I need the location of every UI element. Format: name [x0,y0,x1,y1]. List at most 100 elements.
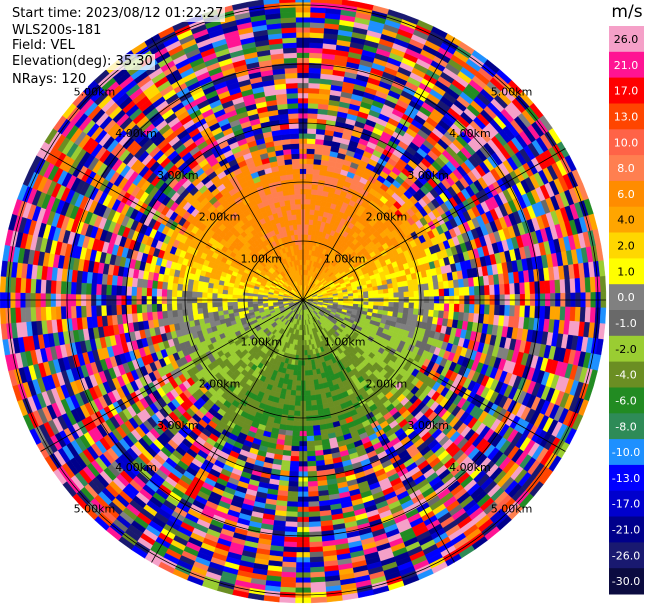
velocity-gate [293,410,301,417]
velocity-gate [372,289,379,295]
velocity-gate [288,480,299,488]
velocity-gate [311,404,318,412]
velocity-gate [287,486,299,493]
velocity-gate [428,303,435,311]
velocity-gate [499,283,506,296]
velocity-gate [432,281,440,290]
velocity-gate [288,470,299,477]
velocity-gate [307,128,317,135]
velocity-gate [309,37,324,44]
velocity-gate [307,107,319,114]
velocity-gate [308,67,322,74]
velocity-gate [408,302,415,309]
velocity-gate [468,304,475,314]
velocity-gate [309,52,323,59]
velocity-gate [308,516,321,523]
velocity-gate [294,395,301,402]
velocity-gate [422,283,430,291]
velocity-gate [308,87,320,94]
velocity-gate [403,302,410,309]
velocity-gate [292,425,300,432]
velocity-gate [296,375,302,382]
velocity-gate [312,168,321,176]
velocity-gate [388,292,395,299]
velocity-gate [378,293,385,299]
velocity-gate [306,153,315,160]
velocity-gate [304,370,310,376]
velocity-gate [311,414,320,422]
velocity-gate [308,531,322,538]
velocity-gate [569,306,576,322]
velocity-gate [423,302,430,311]
velocity-gate [433,303,440,311]
velocity-gate [308,374,314,381]
velocity-gate [311,178,320,186]
velocity-gate [499,304,506,317]
velocity-gate [428,289,435,297]
velocity-gate [559,306,566,321]
velocity-gate [304,385,311,392]
velocity-gate [306,168,314,175]
velocity-gate [468,286,475,296]
velocity-gate [310,0,327,4]
velocity-gate [584,277,592,293]
velocity-gate [305,193,312,200]
velocity-gate [305,183,313,190]
velocity-gate [290,455,300,462]
velocity-gate [368,294,374,299]
velocity-gate [308,521,322,528]
velocity-gate [358,294,364,299]
velocity-gate [417,308,425,317]
velocity-gate [423,289,430,298]
velocity-gate [283,541,297,548]
velocity-gate [310,394,317,401]
velocity-gate [483,285,491,296]
velocity-gate [494,304,501,316]
velocity-gate [438,303,445,312]
velocity-gate [417,283,425,292]
velocity-gate [305,188,312,195]
velocity-gate [494,284,501,296]
velocity-gate [307,470,318,477]
velocity-gate [309,204,316,211]
velocity-gate [306,158,315,165]
velocity-gate [304,350,308,356]
velocity-gate [306,435,315,442]
velocity-gate [310,11,326,19]
velocity-gate [367,290,374,296]
velocity-gate [402,285,409,293]
velocity-gate [307,480,318,488]
velocity-gate [332,296,339,300]
velocity-gate [306,450,316,457]
velocity-gate [343,296,349,300]
velocity-gate [309,546,324,553]
velocity-gate [282,546,297,553]
velocity-gate [504,305,511,317]
velocity-gate [402,280,409,288]
velocity-gate [309,551,324,558]
velocity-gate [514,305,521,318]
velocity-gate [308,506,320,513]
velocity-gate [304,224,310,230]
velocity-gate [289,465,299,472]
velocity-gate [286,496,299,503]
velocity-gate [306,455,316,462]
velocity-gate [308,57,323,64]
velocity-gate [305,203,311,210]
velocity-gate [433,289,440,297]
velocity-gate [294,405,301,412]
velocity-gate [286,414,295,422]
velocity-gate [509,283,516,295]
velocity-gate [303,329,307,336]
velocity-gate [309,556,324,563]
velocity-gate [305,178,313,185]
velocity-gate [534,305,541,319]
velocity-gate [292,430,300,437]
velocity-gate [309,27,325,34]
velocity-gate [310,399,318,406]
velocity-gate [305,395,312,402]
velocity-gate [473,285,480,296]
velocity-gate [311,188,318,196]
velocity-gate [315,394,322,401]
velocity-gate [544,306,551,320]
